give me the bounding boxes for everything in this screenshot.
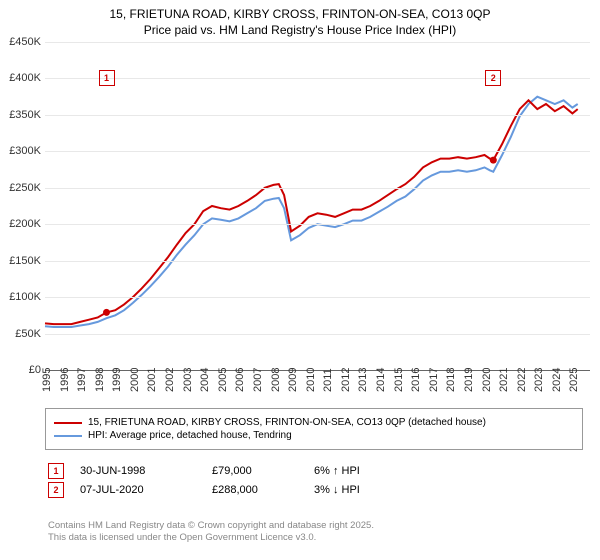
x-axis-label: 2004 [199,368,211,392]
x-axis-label: 2010 [305,368,317,392]
x-axis-label: 2020 [481,368,493,392]
x-axis-label: 1998 [94,368,106,392]
series-hpi [45,97,578,327]
sales-price: £79,000 [212,465,302,477]
chart-container: 15, FRIETUNA ROAD, KIRBY CROSS, FRINTON-… [0,0,600,560]
x-axis-label: 2024 [551,368,563,392]
x-axis-label: 1999 [111,368,123,392]
grid-line [45,115,590,116]
sales-delta: 6% ↑ HPI [314,465,404,477]
legend-label: HPI: Average price, detached house, Tend… [88,430,292,441]
x-axis-label: 2008 [270,368,282,392]
series-price-paid [45,100,578,324]
x-axis-label: 2014 [375,368,387,392]
y-axis-label: £50K [15,328,45,340]
legend: 15, FRIETUNA ROAD, KIRBY CROSS, FRINTON-… [45,408,583,450]
x-axis-label: 1996 [59,368,71,392]
plot-area: £0£50K£100K£150K£200K£250K£300K£350K£400… [45,42,590,371]
x-axis-label: 2018 [445,368,457,392]
x-axis-label: 2022 [516,368,528,392]
y-axis-label: £150K [9,255,45,267]
copyright-notice: Contains HM Land Registry data © Crown c… [48,520,374,545]
x-axis-label: 2012 [340,368,352,392]
sale-point [490,157,497,164]
chart-title: 15, FRIETUNA ROAD, KIRBY CROSS, FRINTON-… [0,0,600,38]
grid-line [45,151,590,152]
sales-date: 30-JUN-1998 [80,465,200,477]
x-axis-label: 2023 [533,368,545,392]
x-axis-label: 2005 [217,368,229,392]
y-axis-label: £200K [9,218,45,230]
y-axis-label: £450K [9,36,45,48]
legend-swatch [54,422,82,424]
sales-row: 2 07-JUL-2020 £288,000 3% ↓ HPI [48,482,404,498]
x-axis-label: 2015 [393,368,405,392]
y-axis-label: £400K [9,72,45,84]
sale-point [103,309,110,316]
grid-line [45,42,590,43]
title-line-1: 15, FRIETUNA ROAD, KIRBY CROSS, FRINTON-… [0,6,600,22]
x-axis-label: 2009 [287,368,299,392]
x-axis-label: 1995 [41,368,53,392]
x-axis-label: 2002 [164,368,176,392]
grid-line [45,334,590,335]
line-series-svg [45,42,590,370]
grid-line [45,188,590,189]
legend-row: HPI: Average price, detached house, Tend… [54,430,574,441]
grid-line [45,78,590,79]
x-axis-label: 2016 [410,368,422,392]
x-axis-label: 2006 [234,368,246,392]
sales-row: 1 30-JUN-1998 £79,000 6% ↑ HPI [48,463,404,479]
x-axis-label: 1997 [76,368,88,392]
y-axis-label: £250K [9,182,45,194]
grid-line [45,297,590,298]
sales-date: 07-JUL-2020 [80,484,200,496]
x-axis-label: 2001 [146,368,158,392]
y-axis-label: £100K [9,291,45,303]
grid-line [45,261,590,262]
x-axis-label: 2025 [568,368,580,392]
chart-marker-1: 1 [99,70,115,86]
grid-line [45,224,590,225]
legend-row: 15, FRIETUNA ROAD, KIRBY CROSS, FRINTON-… [54,417,574,428]
x-axis-label: 2007 [252,368,264,392]
sales-table: 1 30-JUN-1998 £79,000 6% ↑ HPI 2 07-JUL-2020 £… [48,460,404,501]
chart-marker-2: 2 [485,70,501,86]
copyright-line-1: Contains HM Land Registry data © Crown c… [48,520,374,532]
y-axis-label: £350K [9,109,45,121]
x-axis-label: 2017 [428,368,440,392]
sales-price: £288,000 [212,484,302,496]
legend-label: 15, FRIETUNA ROAD, KIRBY CROSS, FRINTON-… [88,417,486,428]
copyright-line-2: This data is licensed under the Open Gov… [48,532,374,544]
x-axis-label: 2021 [498,368,510,392]
title-line-2: Price paid vs. HM Land Registry's House … [0,22,600,38]
legend-swatch [54,435,82,437]
sales-marker: 1 [48,463,64,479]
y-axis-label: £300K [9,145,45,157]
x-axis-label: 2000 [129,368,141,392]
x-axis-label: 2013 [357,368,369,392]
sales-delta: 3% ↓ HPI [314,484,404,496]
x-axis-label: 2003 [182,368,194,392]
sales-marker: 2 [48,482,64,498]
x-axis-label: 2019 [463,368,475,392]
x-axis-label: 2011 [322,368,334,392]
